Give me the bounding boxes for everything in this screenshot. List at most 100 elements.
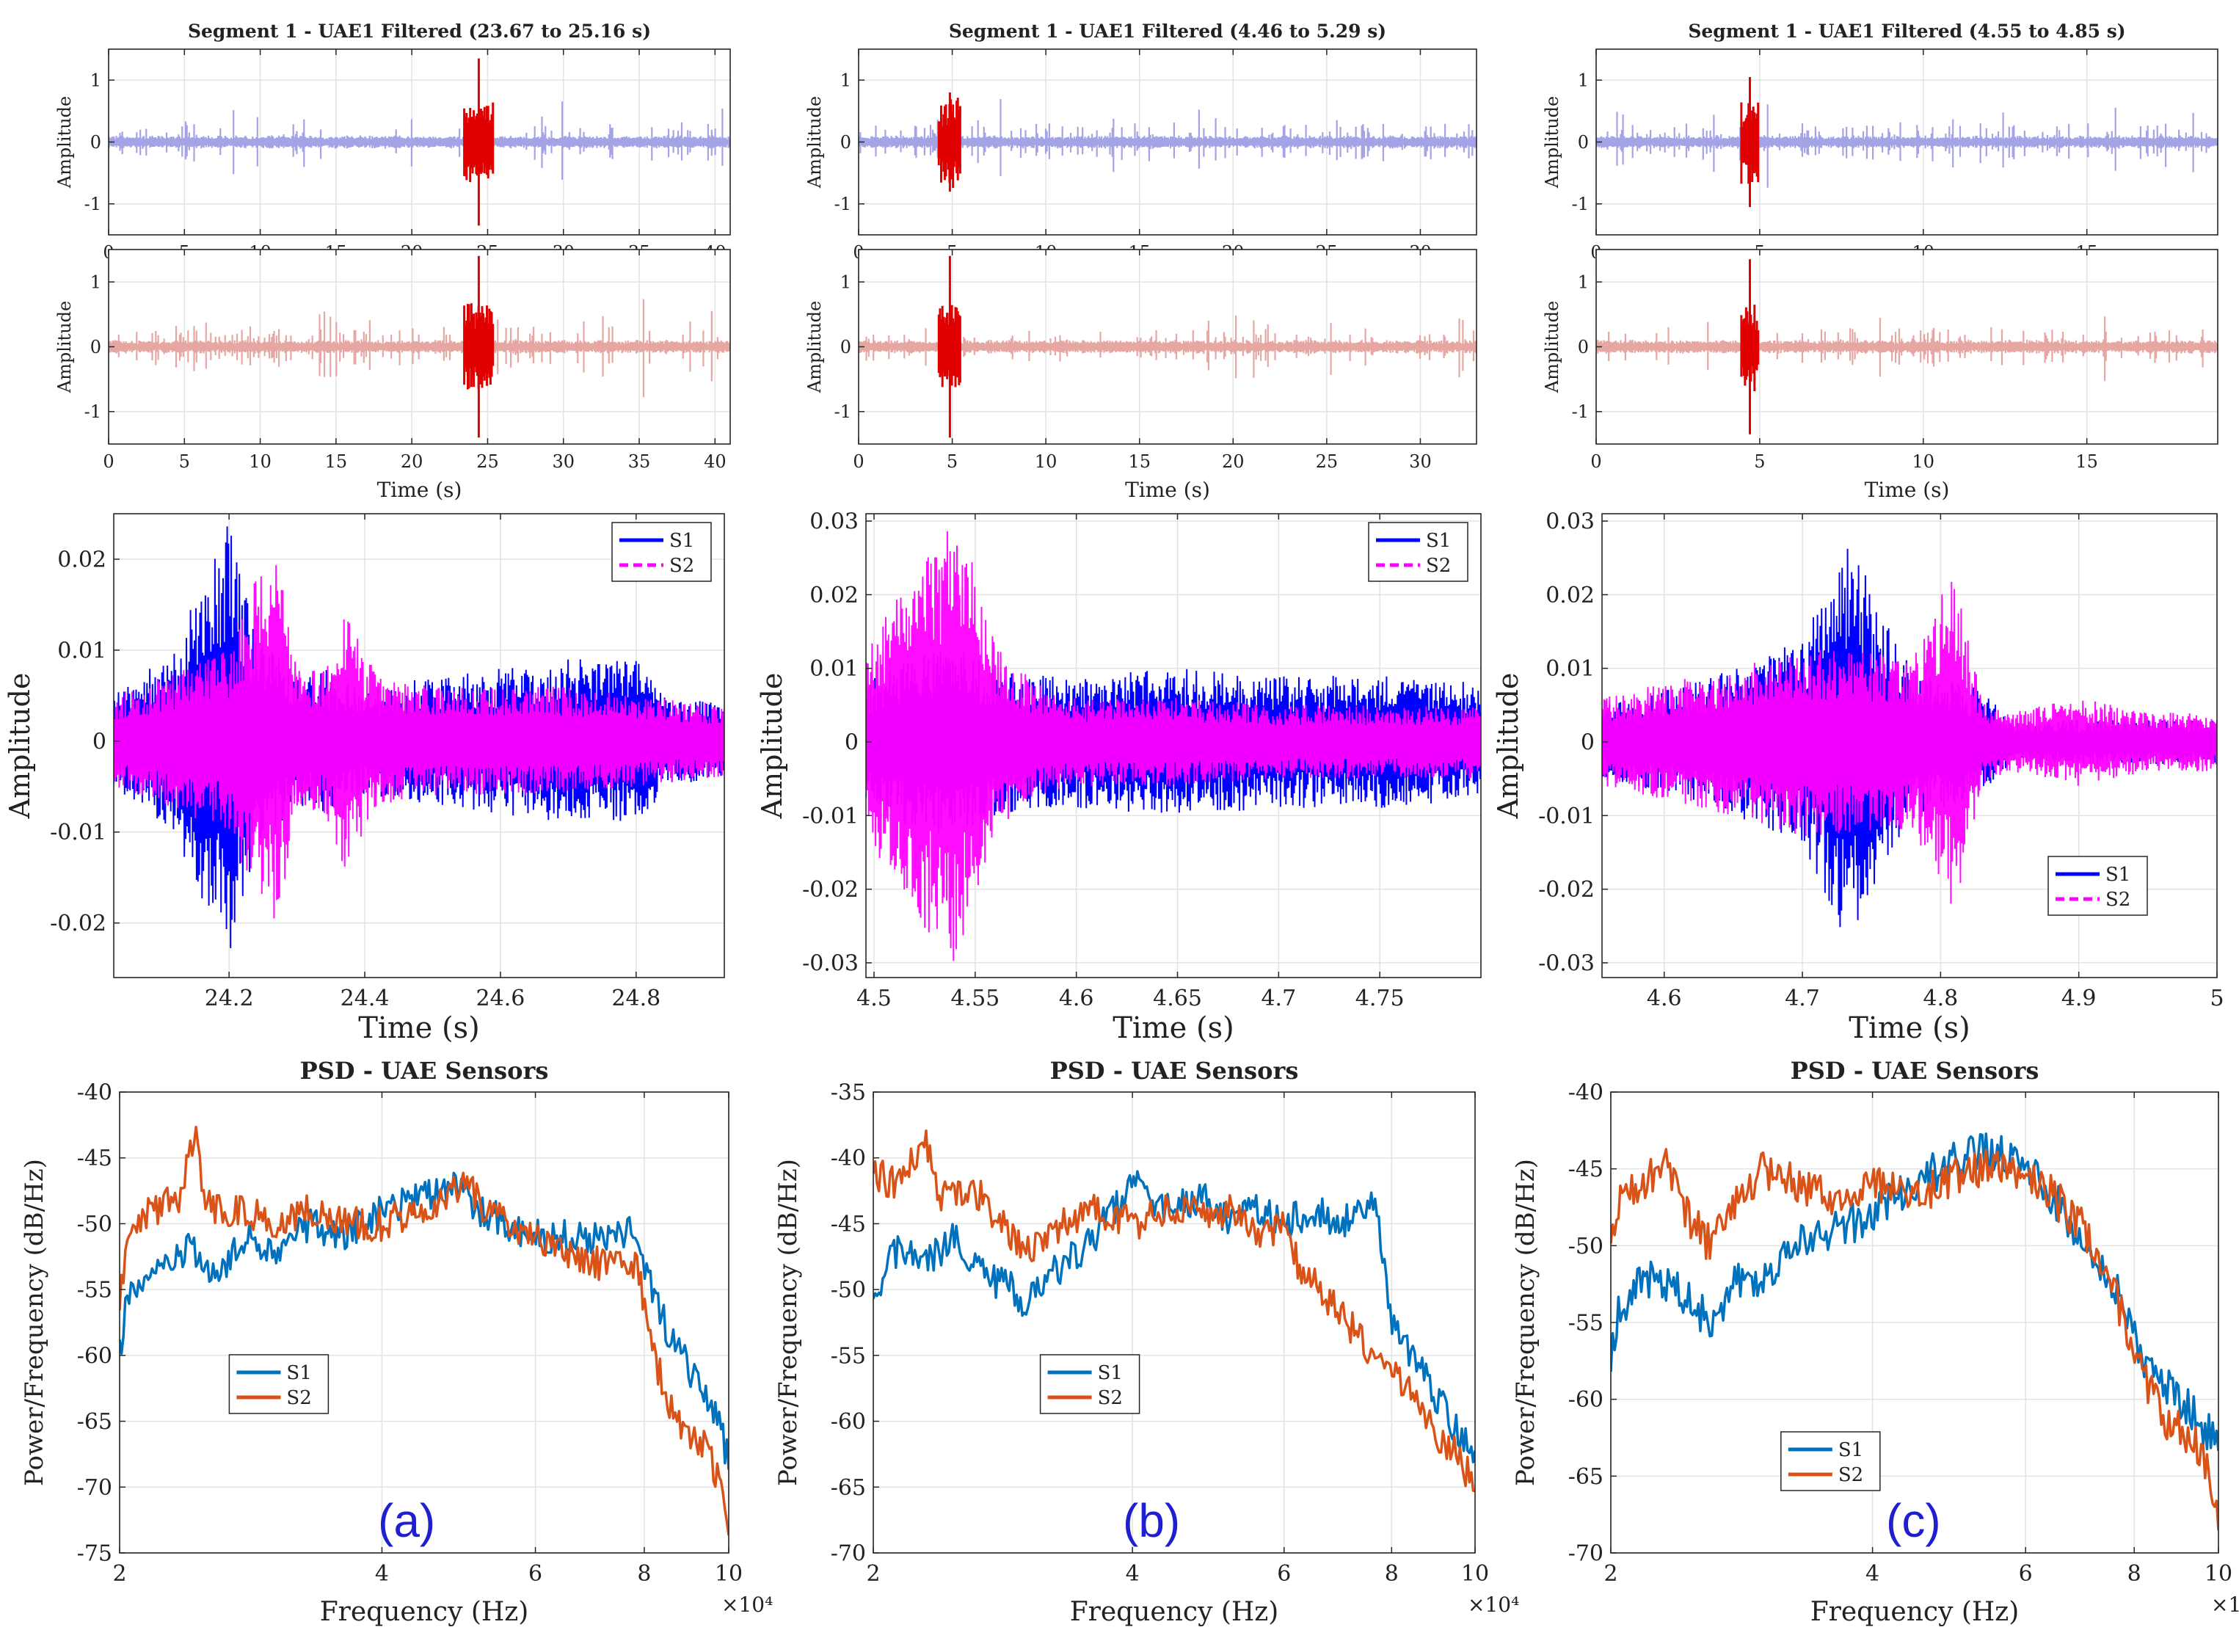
series-s2 (120, 1125, 729, 1536)
y-tick-label: -0.03 (1538, 950, 1595, 976)
x-tick-label: 6 (1277, 1561, 1291, 1587)
legend-box (611, 522, 712, 582)
y-tick-label: -0.01 (1538, 804, 1595, 829)
y-axis-label: Power/Frequency (dB/Hz) (1511, 1159, 1540, 1486)
x-axis-label: Frequency (Hz) (1810, 1597, 2020, 1627)
chart-title: PSD - UAE Sensors (1050, 1057, 1299, 1085)
y-tick-label: -0.01 (802, 804, 859, 829)
chart-b_mid: 4.5 4.55 4.6 4.65 4.7 4.75 -0.03 -0.02 -0.01 0 0.0… (756, 509, 1482, 1045)
x-tick-label: 6 (2019, 1561, 2033, 1587)
y-tick-label: -75 (77, 1541, 112, 1567)
y-tick-label: -70 (77, 1475, 112, 1501)
y-axis-label: Amplitude (54, 96, 75, 189)
chart-b_psd: 2 4 6 8 10 -70 -65 -60 -55 -50 -45 -40 -35 ×10⁴ PSD - … (773, 1057, 1519, 1627)
x-tick-label: 4.8 (1923, 986, 1959, 1011)
y-axis-label: Amplitude (54, 301, 75, 393)
y-tick-label: -60 (77, 1343, 112, 1369)
y-tick-label: -65 (77, 1409, 112, 1435)
x-tick-label: 30 (552, 451, 575, 472)
legend-label-s2: S2 (1098, 1387, 1123, 1409)
y-axis-label: Amplitude (4, 673, 36, 820)
axes-frame (865, 513, 1482, 978)
series-highlight-segment (1740, 77, 1760, 208)
x-tick-label: 5 (179, 451, 190, 472)
y-axis-label: Amplitude (804, 96, 825, 189)
y-tick-label: -70 (1568, 1541, 1603, 1567)
y-tick-label: -50 (831, 1278, 866, 1303)
y-tick-label: -45 (1568, 1157, 1603, 1182)
x-tick-label: 10 (1035, 451, 1057, 472)
plot-content (120, 1125, 729, 1536)
series-highlight-segment (463, 255, 495, 438)
x-axis-label: Frequency (Hz) (320, 1597, 529, 1627)
y-tick-label: 1 (90, 272, 101, 293)
y-tick-label: -0.01 (50, 820, 106, 845)
y-tick-label: -40 (77, 1080, 112, 1106)
chart-title: Segment 1 - UAE1 Filtered (4.55 to 4.85 … (1688, 21, 2125, 42)
series-highlight-segment (1740, 259, 1760, 434)
y-tick-label: -0.02 (1538, 877, 1595, 903)
y-tick-label: 0 (1578, 337, 1589, 357)
plot-content (873, 1129, 1475, 1493)
x-tick-label: 5 (947, 451, 958, 472)
y-tick-label: -0.02 (50, 911, 106, 936)
y-tick-label: 0.02 (1546, 583, 1595, 608)
x-axis-label: Time (s) (1125, 478, 1210, 502)
legend-label-s1: S1 (1098, 1362, 1123, 1384)
chart-a_psd: 2 4 6 8 10 -75 -70 -65 -60 -55 -50 -45 -40 ×10⁴ PSD - … (20, 1057, 773, 1627)
chart-c_top2: 0 5 10 15 -1 0 1 Time (s) Amplitude (1542, 249, 2218, 502)
x-tick-label: 8 (2127, 1561, 2141, 1587)
y-tick-label: 1 (90, 70, 101, 91)
y-tick-label: -50 (1568, 1234, 1603, 1259)
y-tick-label: -65 (831, 1475, 866, 1501)
x-tick-label: 4.9 (2061, 986, 2097, 1011)
x-tick-label: 4.7 (1785, 986, 1820, 1011)
x-tick-label: 2 (866, 1561, 880, 1587)
x-tick-label: 15 (325, 451, 348, 472)
plot-content (114, 526, 724, 948)
legend-label-s1: S1 (1426, 530, 1451, 552)
y-tick-label: 0 (1581, 729, 1595, 755)
x-tick-label: 4.65 (1153, 986, 1202, 1011)
legend-box (228, 1354, 330, 1414)
x-tick-label: 15 (2075, 451, 2098, 472)
y-tick-label: 0 (90, 337, 101, 357)
y-tick-label: -45 (831, 1212, 866, 1237)
x-tick-label: 15 (1128, 451, 1151, 472)
x-tick-label: 4.75 (1355, 986, 1405, 1011)
x-tick-label: 10 (2205, 1561, 2232, 1587)
series-overview-signal (859, 99, 1477, 176)
x-tick-label: 30 (1409, 451, 1432, 472)
axes-frame (873, 1091, 1476, 1554)
y-tick-label: 1 (1578, 70, 1589, 91)
y-axis-label: Amplitude (1542, 301, 1562, 393)
y-tick-label: -35 (831, 1080, 866, 1106)
chart-title: PSD - UAE Sensors (1791, 1057, 2039, 1085)
plot-content (1611, 1132, 2218, 1531)
y-tick-label: -0.02 (802, 877, 859, 903)
y-tick-label: -1 (1572, 194, 1589, 214)
chart-title: Segment 1 - UAE1 Filtered (4.46 to 5.29 … (949, 21, 1386, 42)
x-multiplier: ×10⁴ (721, 1593, 773, 1617)
y-axis-label: Amplitude (1542, 96, 1562, 189)
y-tick-label: 0.03 (1546, 509, 1595, 535)
series-highlight-segment (937, 92, 961, 192)
x-multiplier: ×10⁴ (1468, 1593, 1519, 1617)
x-tick-label: 24.2 (205, 986, 254, 1011)
x-tick-label: 10 (1912, 451, 1935, 472)
y-tick-label: 0 (840, 337, 851, 357)
chart-c_psd: 2 4 6 8 10 -70 -65 -60 -55 -50 -45 -40 ×10⁴ PSD - UAE… (1511, 1057, 2239, 1627)
y-tick-label: 0 (92, 729, 106, 754)
y-tick-label: 0 (840, 132, 851, 153)
series-s1 (120, 1171, 729, 1470)
legend-label-s2: S2 (669, 555, 694, 577)
y-tick-label: 1 (840, 70, 851, 91)
y-tick-label: 1 (1578, 272, 1589, 293)
y-tick-label: -55 (831, 1343, 866, 1369)
x-tick-label: 25 (476, 451, 499, 472)
